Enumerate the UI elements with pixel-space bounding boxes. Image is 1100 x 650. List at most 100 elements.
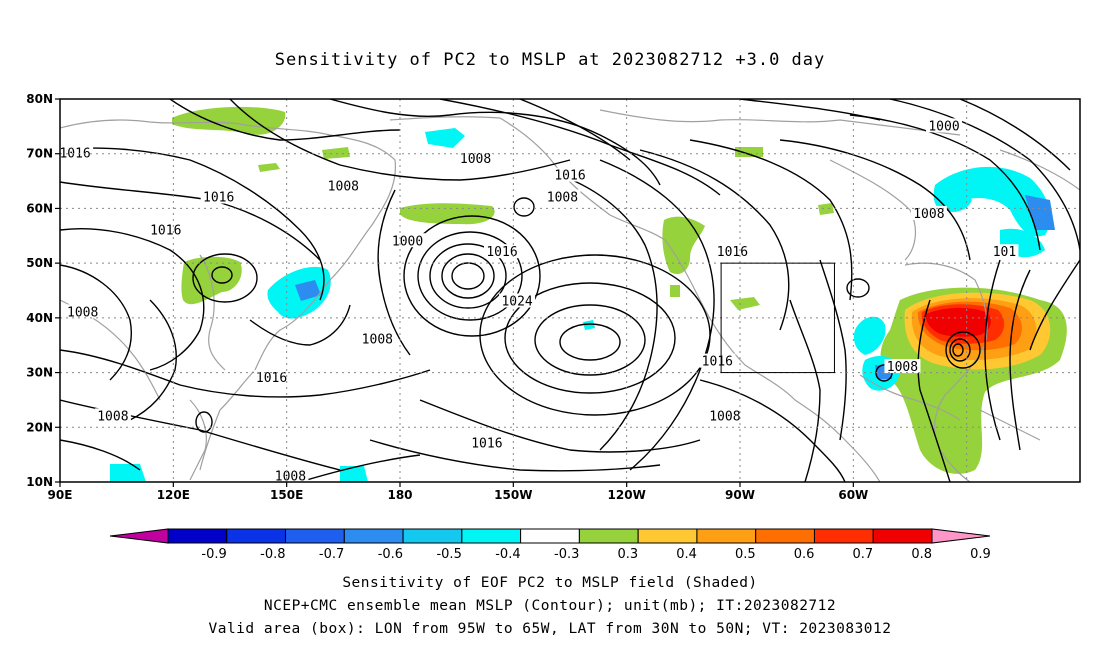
mslp-contours bbox=[60, 99, 1080, 482]
contour-label-bg bbox=[359, 331, 396, 346]
positive-patch bbox=[400, 203, 495, 225]
positive-patch bbox=[818, 203, 834, 215]
contour-label: 1008 bbox=[97, 409, 128, 424]
colorbar-tick-label: 0.9 bbox=[970, 547, 991, 562]
contour-label: 1016 bbox=[554, 169, 585, 184]
contour-label: 101 bbox=[993, 245, 1016, 260]
contour-label-bg bbox=[64, 304, 101, 319]
positive-patch bbox=[172, 106, 286, 135]
colorbar-segment bbox=[755, 528, 815, 544]
colorbar-tick-label: 0.4 bbox=[676, 547, 697, 562]
contour-label-bg bbox=[468, 435, 505, 450]
contour-label: 1016 bbox=[486, 245, 517, 260]
colorbar-segment bbox=[520, 528, 580, 544]
negative-patch bbox=[942, 193, 972, 212]
contour-label-bg bbox=[884, 359, 921, 374]
lon-tick-label: 90E bbox=[48, 488, 73, 502]
contour-label-bg bbox=[544, 189, 581, 204]
contour-label: 1008 bbox=[328, 180, 359, 195]
positive-patch bbox=[925, 307, 991, 337]
contour-label-bg bbox=[926, 118, 962, 133]
contour-label-bg bbox=[253, 370, 290, 385]
contour-label-bg bbox=[706, 408, 743, 423]
contour-label: 1016 bbox=[59, 147, 90, 162]
longitude-axis: 90E 120E 150E 180 150W 120W 90W 60W bbox=[48, 482, 868, 502]
colorbar-tick-label: 0.7 bbox=[853, 547, 874, 562]
negative-patch bbox=[425, 128, 465, 148]
contour-label-bg bbox=[272, 468, 309, 483]
contour-label-bg bbox=[94, 408, 131, 423]
contour-label-bg bbox=[147, 222, 184, 237]
map-title: Sensitivity of PC2 to MSLP at 2023082712… bbox=[274, 50, 826, 70]
contour-label: 1008 bbox=[362, 333, 393, 348]
sensitivity-shading bbox=[110, 106, 1067, 482]
colorbar-tick-label: -0.4 bbox=[495, 547, 520, 562]
colorbar-segment bbox=[167, 528, 228, 544]
contour-label: 1008 bbox=[709, 409, 740, 424]
lon-tick-label: 60W bbox=[838, 488, 868, 502]
contour-label-bg bbox=[499, 293, 536, 308]
contour-labels: 1016 1008 1008 1016 1000 1016 1008 1008 1016 1000… bbox=[57, 118, 1019, 485]
colorbar-tick-label: 0.5 bbox=[735, 547, 756, 562]
lon-tick-label: 180 bbox=[387, 488, 412, 502]
contour-label: 1008 bbox=[547, 190, 578, 205]
lat-tick-label: 50N bbox=[26, 256, 53, 270]
colorbar-segment bbox=[461, 528, 522, 544]
contour-label: 1000 bbox=[392, 234, 423, 249]
caption-line-3: Valid area (box): LON from 95W to 65W, L… bbox=[208, 621, 892, 637]
contour-label-bg bbox=[389, 233, 426, 248]
contour-label-bg bbox=[325, 178, 362, 193]
negative-patch bbox=[110, 464, 146, 482]
contour-label: 1016 bbox=[702, 355, 733, 370]
colorbar-segment bbox=[637, 528, 698, 544]
colorbar-tick-label: 0.8 bbox=[911, 547, 932, 562]
contour-label-bg bbox=[200, 189, 237, 204]
lon-tick-label: 120W bbox=[608, 488, 646, 502]
colorbar-tick-label: -0.8 bbox=[260, 547, 285, 562]
lat-tick-label: 80N bbox=[26, 92, 53, 106]
lat-tick-label: 30N bbox=[26, 366, 53, 380]
colorbar-tick-label: -0.6 bbox=[378, 547, 403, 562]
positive-patch bbox=[670, 285, 680, 297]
colorbar-tick-label: -0.3 bbox=[554, 547, 579, 562]
negative-patch bbox=[583, 320, 595, 330]
colorbar-tick-label: 0.6 bbox=[794, 547, 815, 562]
contour-label: 1016 bbox=[471, 437, 502, 452]
negative-patch bbox=[295, 280, 321, 301]
colorbar-segment bbox=[872, 528, 933, 544]
latitude-axis: 80N 70N 60N 50N 40N 30N 20N 10N bbox=[26, 92, 60, 489]
caption-line-1: Sensitivity of EOF PC2 to MSLP field (Sh… bbox=[342, 575, 758, 591]
negative-patch bbox=[933, 166, 1050, 237]
positive-patch bbox=[735, 147, 763, 157]
negative-patch bbox=[340, 466, 368, 482]
contour-label-bg bbox=[552, 167, 588, 182]
positive-patch bbox=[730, 297, 760, 310]
colorbar-segment bbox=[343, 528, 404, 544]
colorbar-min-arrow bbox=[109, 528, 169, 544]
colorbar-tick-label: 0.3 bbox=[617, 547, 638, 562]
lon-tick-label: 150W bbox=[494, 488, 532, 502]
colorbar-tick-label: -0.5 bbox=[436, 547, 461, 562]
contour-label-bg bbox=[699, 353, 736, 368]
contour-label: 1008 bbox=[887, 360, 918, 375]
contour-label-bg bbox=[484, 244, 520, 259]
lat-tick-label: 40N bbox=[26, 311, 53, 325]
lat-tick-label: 60N bbox=[26, 201, 53, 215]
gridlines bbox=[60, 99, 1080, 482]
contour-label-bg bbox=[990, 244, 1019, 259]
contour-label: 1000 bbox=[928, 119, 959, 134]
contour-label: 1008 bbox=[275, 470, 306, 485]
contour-label-bg bbox=[57, 145, 94, 160]
colorbar-segment bbox=[578, 528, 639, 544]
colorbar-segment bbox=[402, 528, 463, 544]
contour-label: 1016 bbox=[150, 223, 181, 238]
caption-line-2: NCEP+CMC ensemble mean MSLP (Contour); u… bbox=[263, 598, 837, 614]
contour-label: 1008 bbox=[67, 305, 98, 320]
lon-tick-label: 150E bbox=[270, 488, 303, 502]
colorbar-segment bbox=[226, 528, 287, 544]
positive-patch bbox=[322, 147, 350, 159]
lat-tick-label: 70N bbox=[26, 147, 53, 161]
contour-label-bg bbox=[910, 205, 947, 220]
negative-patch bbox=[853, 316, 886, 355]
contour-label: 1008 bbox=[460, 152, 491, 167]
